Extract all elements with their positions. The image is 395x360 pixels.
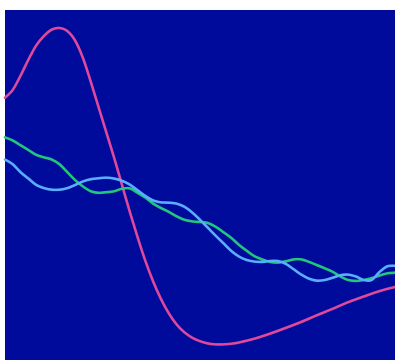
series-line-3 — [3, 158, 395, 283]
series-layer — [3, 26, 395, 346]
plot-background — [5, 10, 395, 360]
series-line-1 — [3, 26, 395, 346]
series-line-2 — [3, 136, 395, 283]
